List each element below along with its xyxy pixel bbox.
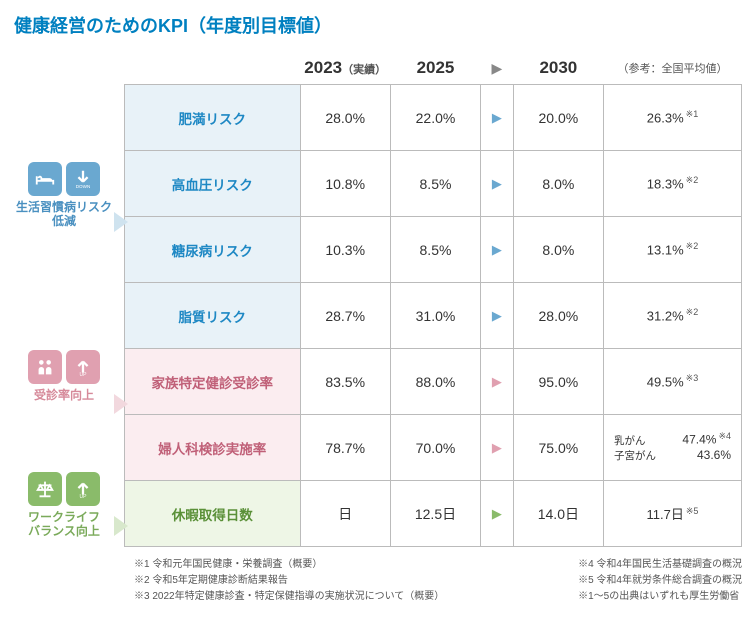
val-2025: 8.5%	[390, 217, 480, 283]
callout-column: DOWN 生活習慣病リスク低減 UP 受診率向上	[14, 52, 124, 547]
kpi-layout: DOWN 生活習慣病リスク低減 UP 受診率向上	[14, 52, 742, 547]
footnote: ※2 令和5年定期健康診断結果報告	[134, 573, 444, 589]
footnote: ※5 令和4年就労条件総合調査の概況	[578, 573, 742, 589]
trend-arrow-icon: ▶	[481, 85, 514, 151]
val-2025: 70.0%	[390, 415, 480, 481]
callout-lifestyle: DOWN 生活習慣病リスク低減	[14, 162, 114, 229]
callout-label-2: 低減	[52, 214, 76, 228]
table-row: 休暇取得日数日12.5日▶14.0日11.7日※5	[125, 481, 742, 547]
row-label: 脂質リスク	[125, 283, 301, 349]
footnote: ※1〜5の出典はいずれも厚生労働省	[578, 589, 742, 605]
callout-checkup: UP 受診率向上	[14, 350, 114, 402]
callout-label-2: バランス向上	[28, 524, 100, 538]
col-2030: 2030	[513, 52, 603, 85]
trend-arrow-icon: ▶	[481, 151, 514, 217]
callout-label: ワークライフ	[28, 510, 100, 524]
val-2025: 31.0%	[390, 283, 480, 349]
callout-worklife: UP ワークライフバランス向上	[14, 472, 114, 539]
table-row: 家族特定健診受診率83.5%88.0%▶95.0%49.5%※3	[125, 349, 742, 415]
footnote: ※3 2022年特定健康診査・特定保健指導の実施状況について（概要）	[134, 589, 444, 605]
footnotes: ※1 令和元年国民健康・栄養調査（概要）※2 令和5年定期健康診断結果報告※3 …	[14, 557, 742, 605]
col-2023: 2023（実績）	[300, 52, 390, 85]
col-reference: （参考：全国平均値）	[604, 52, 742, 85]
up-arrow-icon: UP	[66, 472, 100, 506]
row-label: 婦人科検診実施率	[125, 415, 301, 481]
col-2025: 2025	[390, 52, 480, 85]
people-icon	[28, 350, 62, 384]
val-2023: 10.3%	[300, 217, 390, 283]
arrow-header: ▶	[481, 52, 514, 85]
val-2030: 14.0日	[513, 481, 603, 547]
down-arrow-icon: DOWN	[66, 162, 100, 196]
val-2023: 28.0%	[300, 85, 390, 151]
row-label: 高血圧リスク	[125, 151, 301, 217]
trend-arrow-icon: ▶	[481, 415, 514, 481]
up-arrow-icon: UP	[66, 350, 100, 384]
ref-value: 乳がん47.4%※4子宮がん43.6%	[604, 415, 742, 481]
ref-value: 31.2%※2	[604, 283, 742, 349]
val-2030: 28.0%	[513, 283, 603, 349]
table-row: 糖尿病リスク10.3%8.5%▶8.0%13.1%※2	[125, 217, 742, 283]
val-2023: 83.5%	[300, 349, 390, 415]
svg-text:UP: UP	[80, 372, 88, 378]
val-2023: 78.7%	[300, 415, 390, 481]
footnote: ※1 令和元年国民健康・栄養調査（概要）	[134, 557, 444, 573]
table-row: 婦人科検診実施率78.7%70.0%▶75.0%乳がん47.4%※4子宮がん43…	[125, 415, 742, 481]
val-2030: 75.0%	[513, 415, 603, 481]
balance-icon	[28, 472, 62, 506]
table-row: 肥満リスク28.0%22.0%▶20.0%26.3%※1	[125, 85, 742, 151]
ref-value: 18.3%※2	[604, 151, 742, 217]
val-2023: 28.7%	[300, 283, 390, 349]
svg-text:DOWN: DOWN	[76, 184, 91, 189]
row-label: 家族特定健診受診率	[125, 349, 301, 415]
trend-arrow-icon: ▶	[481, 217, 514, 283]
svg-text:UP: UP	[80, 494, 88, 500]
table-row: 高血圧リスク10.8%8.5%▶8.0%18.3%※2	[125, 151, 742, 217]
footnotes-left: ※1 令和元年国民健康・栄養調査（概要）※2 令和5年定期健康診断結果報告※3 …	[134, 557, 444, 605]
val-2030: 8.0%	[513, 217, 603, 283]
row-label: 糖尿病リスク	[125, 217, 301, 283]
val-2023: 10.8%	[300, 151, 390, 217]
footnote: ※4 令和4年国民生活基礎調査の概況	[578, 557, 742, 573]
table-row: 脂質リスク28.7%31.0%▶28.0%31.2%※2	[125, 283, 742, 349]
val-2023: 日	[300, 481, 390, 547]
trend-arrow-icon: ▶	[481, 283, 514, 349]
trend-arrow-icon: ▶	[481, 481, 514, 547]
callout-label: 受診率向上	[34, 388, 94, 402]
footnotes-right: ※4 令和4年国民生活基礎調査の概況※5 令和4年就労条件総合調査の概況※1〜5…	[578, 557, 742, 605]
val-2025: 8.5%	[390, 151, 480, 217]
val-2030: 8.0%	[513, 151, 603, 217]
val-2030: 95.0%	[513, 349, 603, 415]
ref-value: 13.1%※2	[604, 217, 742, 283]
ref-value: 11.7日※5	[604, 481, 742, 547]
trend-arrow-icon: ▶	[481, 349, 514, 415]
page-title: 健康経営のためのKPI（年度別目標値）	[14, 12, 742, 38]
header-row: 2023（実績） 2025 ▶ 2030 （参考：全国平均値）	[125, 52, 742, 85]
row-label: 肥満リスク	[125, 85, 301, 151]
val-2025: 22.0%	[390, 85, 480, 151]
val-2025: 12.5日	[390, 481, 480, 547]
callout-label: 生活習慣病リスク	[16, 200, 112, 214]
val-2030: 20.0%	[513, 85, 603, 151]
ref-value: 49.5%※3	[604, 349, 742, 415]
val-2025: 88.0%	[390, 349, 480, 415]
kpi-table: 2023（実績） 2025 ▶ 2030 （参考：全国平均値） 肥満リスク28.…	[124, 52, 742, 547]
bed-icon	[28, 162, 62, 196]
row-label: 休暇取得日数	[125, 481, 301, 547]
ref-value: 26.3%※1	[604, 85, 742, 151]
